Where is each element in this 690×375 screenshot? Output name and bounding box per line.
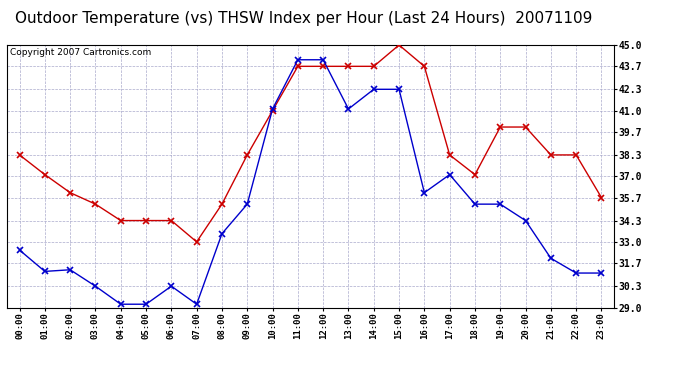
Text: Outdoor Temperature (vs) THSW Index per Hour (Last 24 Hours)  20071109: Outdoor Temperature (vs) THSW Index per … <box>15 11 592 26</box>
Text: Copyright 2007 Cartronics.com: Copyright 2007 Cartronics.com <box>10 48 151 57</box>
